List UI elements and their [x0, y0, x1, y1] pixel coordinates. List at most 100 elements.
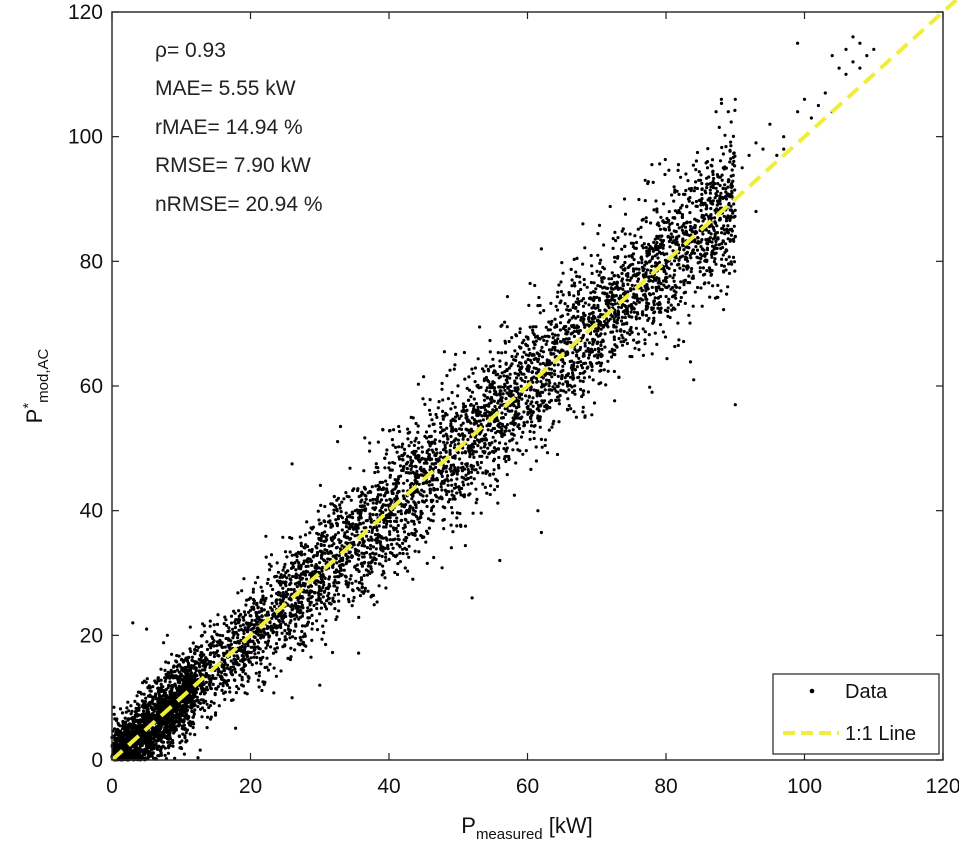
data-point: [384, 479, 388, 483]
data-point: [432, 512, 436, 516]
data-point: [519, 366, 523, 370]
data-point: [510, 354, 514, 359]
data-point: [488, 390, 492, 394]
data-point: [724, 197, 729, 201]
data-point: [397, 424, 401, 429]
data-point: [400, 547, 405, 551]
data-point: [528, 325, 532, 329]
data-point: [353, 534, 357, 538]
data-point: [710, 244, 715, 248]
data-point: [118, 729, 122, 733]
data-point: [449, 478, 453, 482]
data-point: [488, 338, 492, 343]
data-point: [669, 232, 673, 236]
data-point: [433, 429, 437, 433]
data-point: [620, 315, 625, 319]
data-point: [558, 328, 563, 332]
data-point: [317, 518, 321, 522]
data-point: [396, 534, 400, 538]
data-point: [640, 261, 644, 265]
data-point: [308, 603, 312, 607]
data-point: [565, 383, 570, 387]
data-point: [551, 336, 555, 340]
data-point: [629, 303, 633, 307]
data-point: [390, 438, 394, 442]
data-point: [360, 508, 364, 512]
data-point: [699, 203, 703, 207]
data-point: [452, 439, 456, 443]
data-point: [244, 603, 248, 607]
data-point: [505, 473, 509, 477]
data-point: [640, 257, 644, 262]
data-point: [590, 264, 594, 268]
data-point: [412, 519, 416, 524]
data-point: [401, 494, 405, 498]
data-point: [687, 313, 691, 317]
data-point: [275, 561, 279, 565]
data-point: [699, 245, 703, 249]
data-point: [158, 749, 162, 753]
data-point: [377, 584, 381, 588]
data-point: [601, 265, 605, 269]
data-point: [620, 322, 625, 326]
data-point: [360, 544, 364, 548]
data-point: [439, 485, 443, 489]
data-point: [229, 659, 233, 663]
data-point: [393, 570, 397, 575]
data-point: [289, 587, 293, 592]
data-point: [391, 546, 395, 550]
data-point: [578, 371, 582, 376]
data-point: [508, 372, 512, 376]
data-point: [315, 553, 319, 558]
data-point: [338, 547, 343, 551]
data-point: [610, 271, 614, 275]
data-point: [510, 409, 514, 413]
data-point: [372, 603, 376, 607]
data-point: [651, 292, 656, 296]
data-point: [428, 412, 432, 417]
data-point: [269, 594, 273, 598]
data-point: [493, 404, 497, 409]
data-point: [459, 423, 463, 427]
data-point: [266, 577, 270, 582]
data-point: [524, 401, 528, 405]
data-point: [495, 479, 499, 483]
data-point: [412, 443, 416, 447]
data-point: [475, 497, 479, 501]
data-point: [244, 672, 248, 676]
data-point: [454, 437, 458, 441]
data-point: [408, 455, 412, 459]
data-point: [277, 581, 281, 585]
data-point: [363, 486, 367, 490]
data-point: [728, 218, 732, 222]
data-point: [731, 134, 736, 138]
data-point: [472, 422, 476, 426]
data-point: [726, 214, 730, 218]
data-point: [724, 248, 728, 252]
data-point: [655, 207, 659, 211]
data-point: [609, 286, 613, 290]
data-point: [424, 498, 428, 502]
data-point: [632, 269, 636, 273]
data-point: [434, 461, 438, 465]
data-point: [640, 288, 645, 292]
data-point: [337, 554, 341, 558]
data-point: [633, 234, 637, 238]
data-point: [427, 526, 431, 530]
data-point: [377, 524, 381, 528]
data-point: [676, 163, 681, 167]
data-point: [446, 479, 450, 483]
data-point: [642, 293, 646, 297]
data-point: [266, 668, 270, 672]
data-point: [248, 596, 253, 600]
data-point: [395, 516, 399, 520]
data-point: [650, 285, 654, 289]
data-point: [286, 624, 290, 628]
data-point: [450, 483, 454, 487]
data-point: [181, 713, 185, 718]
data-point: [235, 684, 239, 689]
data-point: [617, 305, 621, 309]
data-point: [710, 158, 715, 162]
data-point: [130, 709, 134, 714]
data-point: [729, 140, 733, 144]
